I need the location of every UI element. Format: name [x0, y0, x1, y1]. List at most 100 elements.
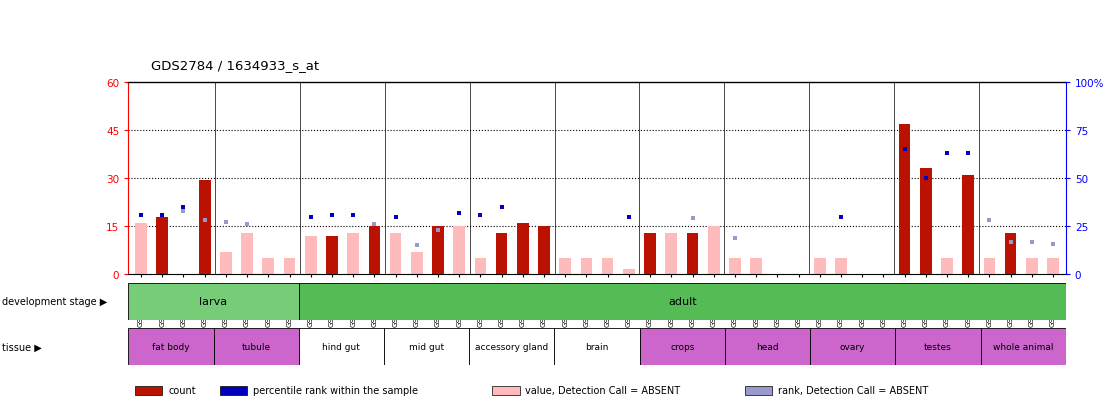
- Bar: [725, 328, 810, 366]
- Bar: [729, 259, 741, 275]
- Bar: [496, 233, 508, 275]
- Bar: [326, 236, 338, 275]
- Text: value, Detection Call = ABSENT: value, Detection Call = ABSENT: [526, 385, 681, 395]
- Bar: [469, 328, 555, 366]
- Bar: [981, 328, 1066, 366]
- Bar: [555, 328, 639, 366]
- Point: [344, 212, 362, 218]
- Bar: [241, 233, 253, 275]
- Bar: [686, 233, 699, 275]
- Text: testes: testes: [924, 342, 952, 351]
- Point: [917, 175, 935, 182]
- Text: rank, Detection Call = ABSENT: rank, Detection Call = ABSENT: [778, 385, 927, 395]
- Bar: [623, 270, 635, 275]
- Bar: [128, 328, 213, 366]
- Bar: [941, 259, 953, 275]
- Point: [1023, 239, 1041, 245]
- Bar: [368, 227, 381, 275]
- Text: accessory gland: accessory gland: [475, 342, 548, 351]
- Bar: [384, 328, 469, 366]
- Point: [471, 212, 489, 218]
- Text: tissue ▶: tissue ▶: [2, 342, 42, 352]
- Point: [1002, 239, 1020, 245]
- Point: [492, 204, 510, 211]
- Bar: [220, 386, 248, 395]
- Text: percentile rank within the sample: percentile rank within the sample: [253, 385, 418, 395]
- Text: tubule: tubule: [241, 342, 271, 351]
- Point: [386, 214, 404, 221]
- Text: larva: larva: [200, 297, 228, 306]
- Bar: [559, 259, 571, 275]
- Bar: [199, 180, 211, 275]
- Point: [450, 210, 468, 216]
- Point: [153, 212, 171, 218]
- Bar: [517, 223, 529, 275]
- Bar: [299, 283, 1066, 320]
- Point: [407, 242, 425, 249]
- Bar: [895, 328, 981, 366]
- Point: [896, 147, 914, 153]
- Bar: [644, 233, 656, 275]
- Bar: [602, 259, 614, 275]
- Point: [960, 150, 978, 157]
- Text: head: head: [757, 342, 779, 351]
- Bar: [411, 252, 423, 275]
- Point: [301, 214, 319, 221]
- Point: [620, 214, 638, 221]
- Point: [238, 221, 256, 228]
- Text: hind gut: hind gut: [323, 342, 360, 351]
- Bar: [492, 386, 520, 395]
- Bar: [708, 227, 720, 275]
- Bar: [1004, 233, 1017, 275]
- Text: count: count: [169, 385, 196, 395]
- Point: [174, 208, 192, 215]
- Text: brain: brain: [586, 342, 608, 351]
- Bar: [213, 328, 299, 366]
- Bar: [474, 259, 487, 275]
- Text: GDS2784 / 1634933_s_at: GDS2784 / 1634933_s_at: [151, 59, 319, 72]
- Bar: [898, 124, 911, 275]
- Point: [939, 150, 956, 157]
- Bar: [538, 227, 550, 275]
- Point: [981, 218, 999, 224]
- Text: crops: crops: [670, 342, 694, 351]
- Bar: [283, 259, 296, 275]
- Point: [195, 218, 213, 224]
- Text: mid gut: mid gut: [410, 342, 444, 351]
- Bar: [135, 386, 163, 395]
- Point: [217, 219, 234, 226]
- Bar: [750, 259, 762, 275]
- Point: [365, 221, 383, 228]
- Bar: [983, 259, 995, 275]
- Bar: [432, 227, 444, 275]
- Bar: [220, 252, 232, 275]
- Bar: [347, 233, 359, 275]
- Bar: [453, 227, 465, 275]
- Bar: [814, 259, 826, 275]
- Text: whole animal: whole animal: [993, 342, 1054, 351]
- Bar: [810, 328, 895, 366]
- Point: [1045, 241, 1062, 247]
- Point: [833, 214, 850, 221]
- Point: [174, 204, 192, 211]
- Bar: [835, 259, 847, 275]
- Text: development stage ▶: development stage ▶: [2, 297, 107, 306]
- Point: [684, 216, 702, 222]
- Bar: [305, 236, 317, 275]
- Bar: [962, 176, 974, 275]
- Bar: [580, 259, 593, 275]
- Text: ovary: ovary: [840, 342, 866, 351]
- Point: [323, 212, 340, 218]
- Text: adult: adult: [668, 297, 696, 306]
- Bar: [299, 328, 384, 366]
- Point: [132, 212, 150, 218]
- Bar: [744, 386, 771, 395]
- Bar: [639, 328, 725, 366]
- Bar: [1047, 259, 1059, 275]
- Point: [727, 235, 744, 242]
- Bar: [920, 169, 932, 275]
- Bar: [389, 233, 402, 275]
- Text: fat body: fat body: [152, 342, 190, 351]
- Bar: [665, 233, 677, 275]
- Point: [429, 227, 446, 234]
